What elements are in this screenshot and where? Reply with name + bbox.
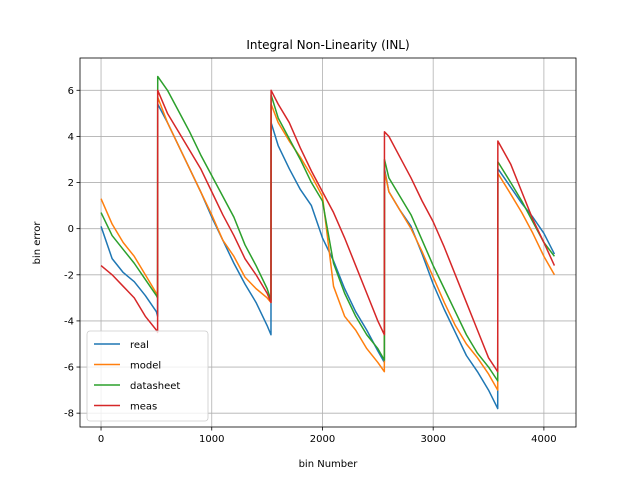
x-tick-label: 0 [98, 434, 104, 445]
y-tick-label: -4 [64, 316, 74, 327]
x-tick-label: 2000 [310, 434, 335, 445]
legend-label-datasheet: datasheet [130, 381, 180, 392]
chart-title: Integral Non-Linearity (INL) [246, 38, 409, 52]
y-tick-label: -2 [64, 270, 74, 281]
y-axis-label: bin error [32, 221, 43, 265]
legend-label-meas: meas [130, 402, 157, 413]
tick-labels: 0 1000 2000 3000 4000 -8 -6 -4 -2 0 2 4 6 [64, 86, 557, 445]
legend-label-real: real [130, 340, 149, 351]
axes [76, 57, 577, 431]
series-line-model [100, 96, 556, 391]
legend-box [86, 330, 209, 422]
y-tick-label: 0 [68, 224, 74, 235]
x-axis-label: bin Number [299, 459, 359, 470]
x-tick-label: 3000 [420, 434, 445, 445]
series-layer [100, 75, 556, 410]
series-line-datasheet [100, 75, 556, 382]
y-tick-label: -6 [64, 363, 74, 374]
legend-label-model: model [130, 361, 161, 372]
y-tick-label: 6 [68, 86, 74, 97]
x-tick-label: 4000 [531, 434, 556, 445]
y-tick-label: 4 [68, 132, 74, 143]
plot-frame [79, 57, 577, 428]
legend: real model datasheet meas [86, 330, 209, 422]
series-line-meas [100, 89, 556, 373]
x-tick-label: 1000 [199, 434, 224, 445]
y-tick-label: -8 [64, 409, 74, 420]
y-tick-label: 2 [68, 178, 74, 189]
